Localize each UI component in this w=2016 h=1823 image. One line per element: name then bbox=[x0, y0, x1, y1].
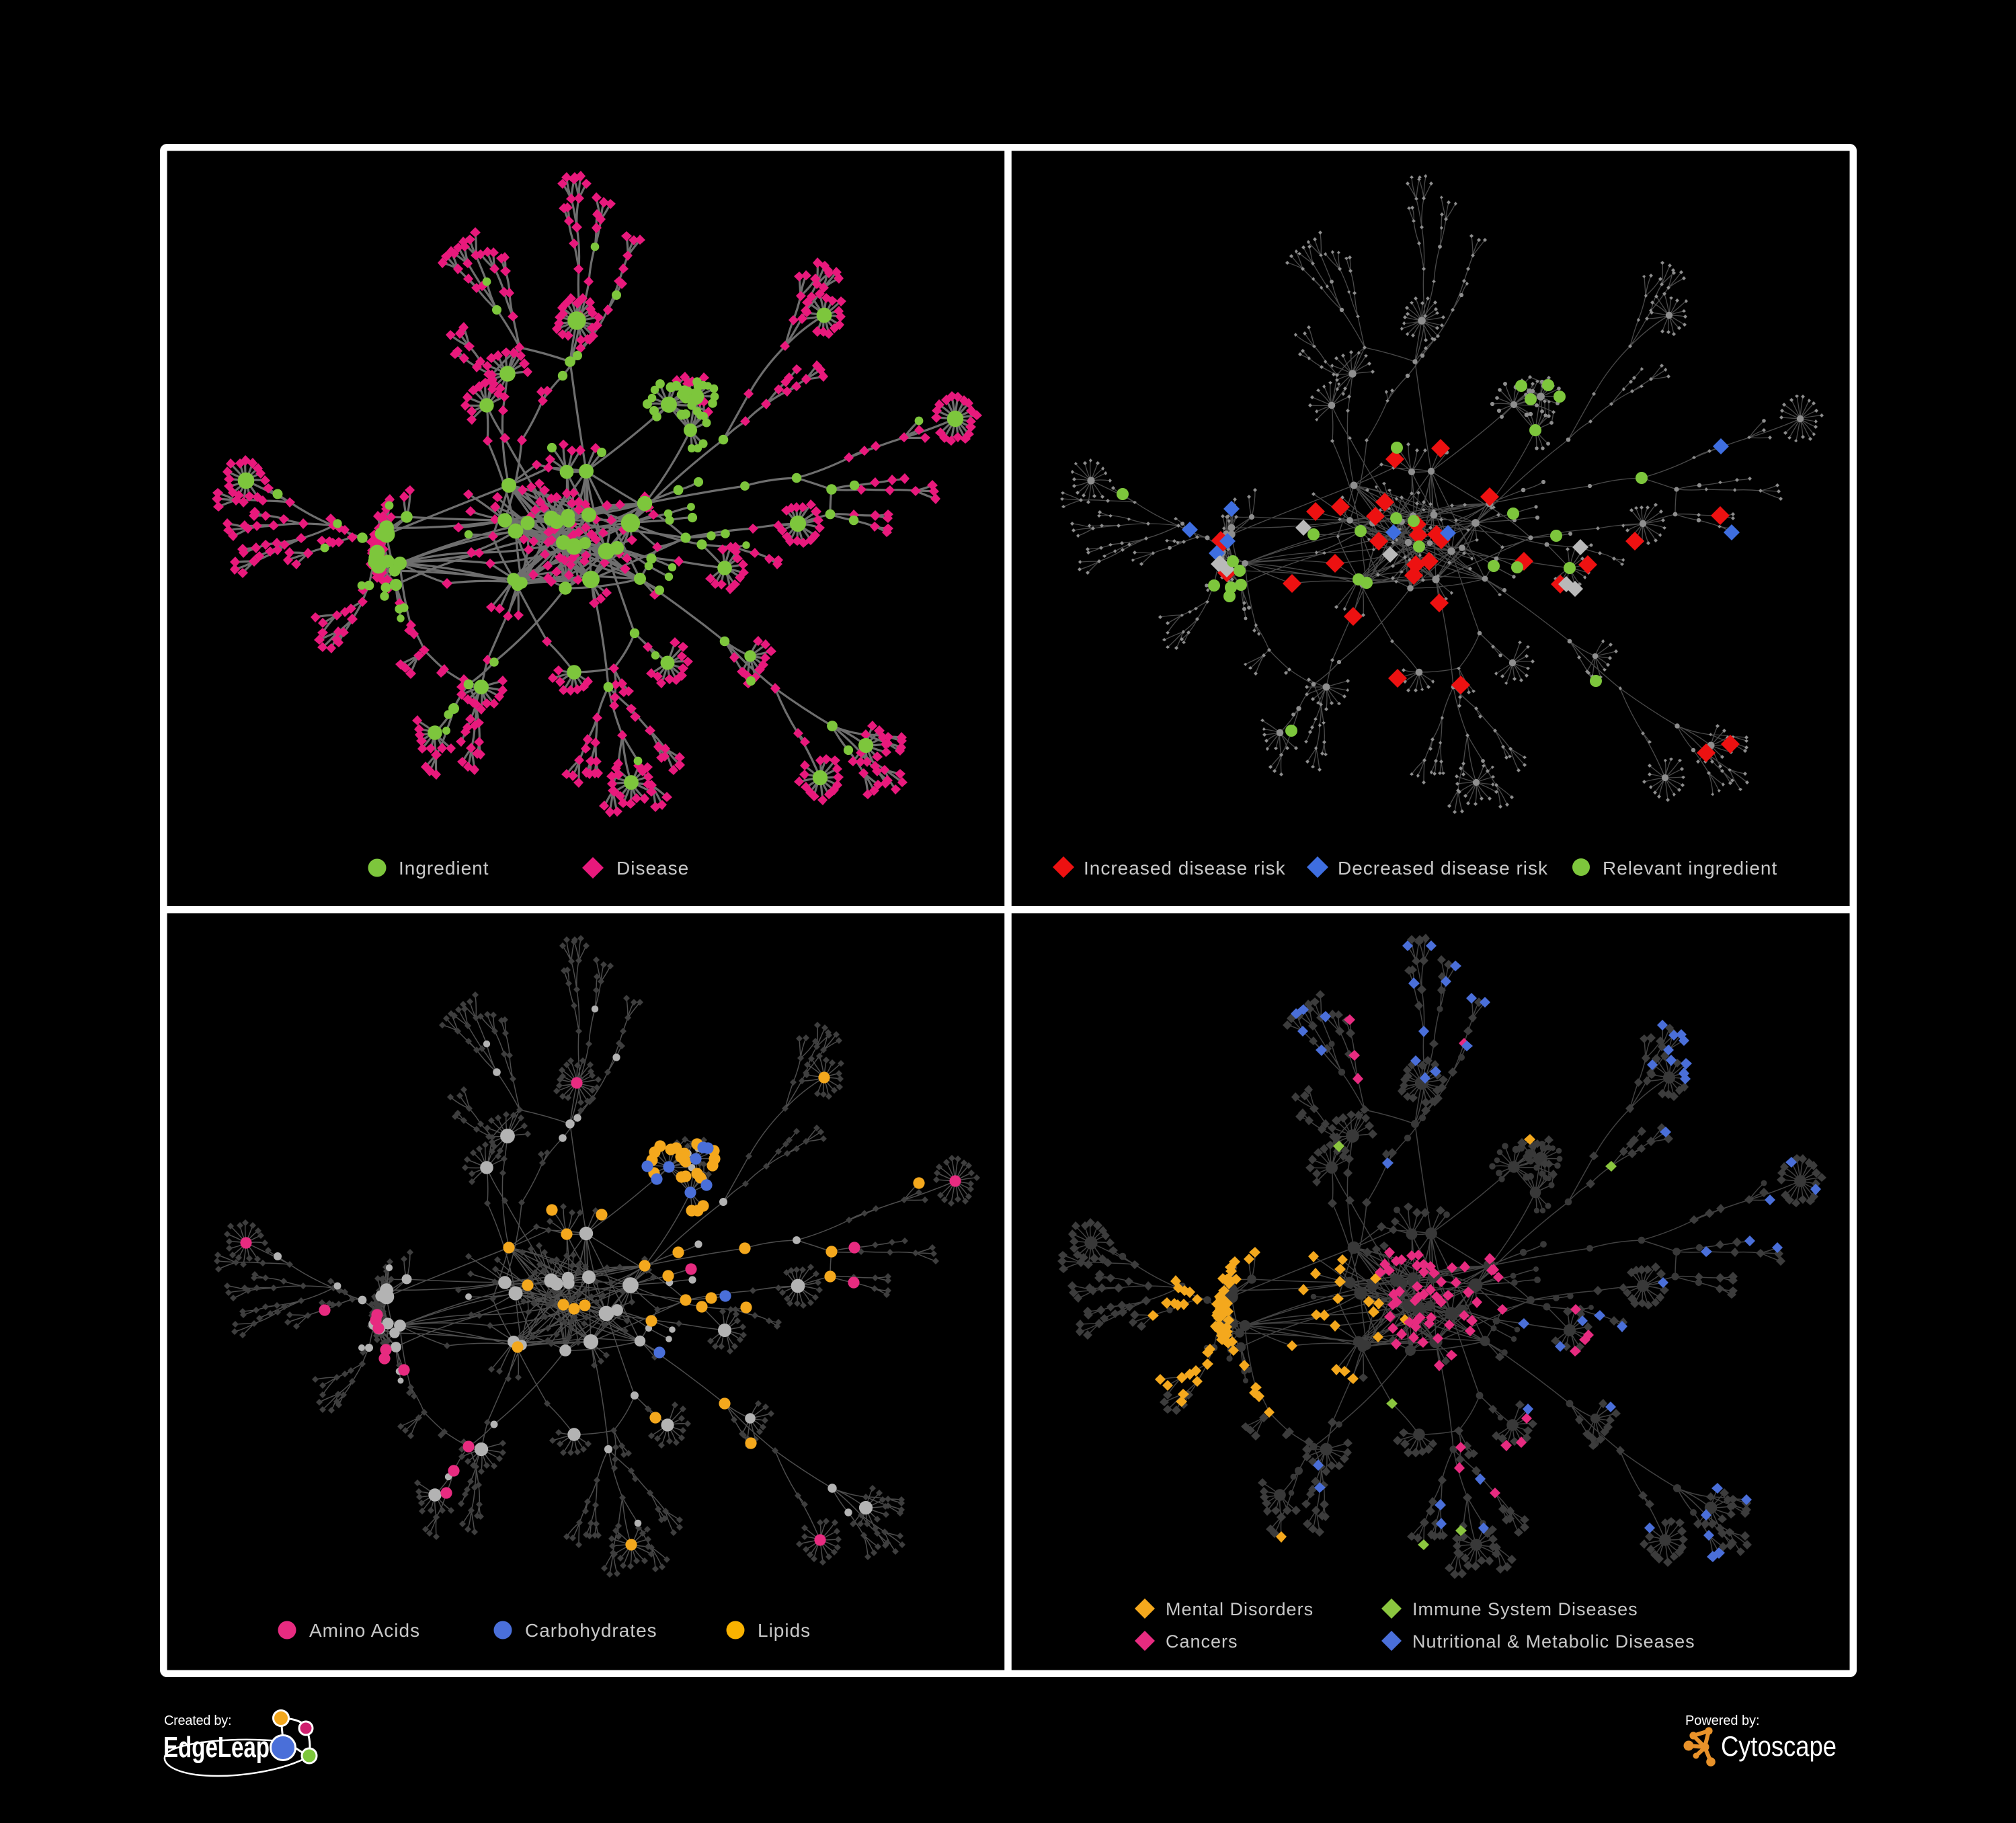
svg-text:Carbohydrates: Carbohydrates bbox=[525, 1620, 657, 1641]
svg-text:Lipids: Lipids bbox=[758, 1620, 811, 1641]
svg-text:Ingredient: Ingredient bbox=[399, 858, 489, 879]
svg-text:Increased disease risk: Increased disease risk bbox=[1084, 858, 1286, 879]
svg-text:Powered by:: Powered by: bbox=[1685, 1713, 1760, 1728]
svg-text:Decreased disease risk: Decreased disease risk bbox=[1338, 858, 1548, 879]
svg-text:Relevant ingredient: Relevant ingredient bbox=[1603, 858, 1777, 879]
svg-text:Created by:: Created by: bbox=[164, 1713, 232, 1728]
svg-text:Immune System Diseases: Immune System Diseases bbox=[1412, 1599, 1638, 1619]
svg-text:Mental Disorders: Mental Disorders bbox=[1166, 1599, 1314, 1619]
svg-text:Nutritional & Metabolic Diseas: Nutritional & Metabolic Diseases bbox=[1412, 1631, 1695, 1652]
svg-text:Amino Acids: Amino Acids bbox=[309, 1620, 420, 1641]
svg-text:EdgeLeap: EdgeLeap bbox=[163, 1731, 270, 1764]
svg-text:Cytoscape: Cytoscape bbox=[1721, 1730, 1837, 1762]
svg-text:Cancers: Cancers bbox=[1166, 1631, 1238, 1652]
svg-text:Disease: Disease bbox=[616, 858, 689, 879]
